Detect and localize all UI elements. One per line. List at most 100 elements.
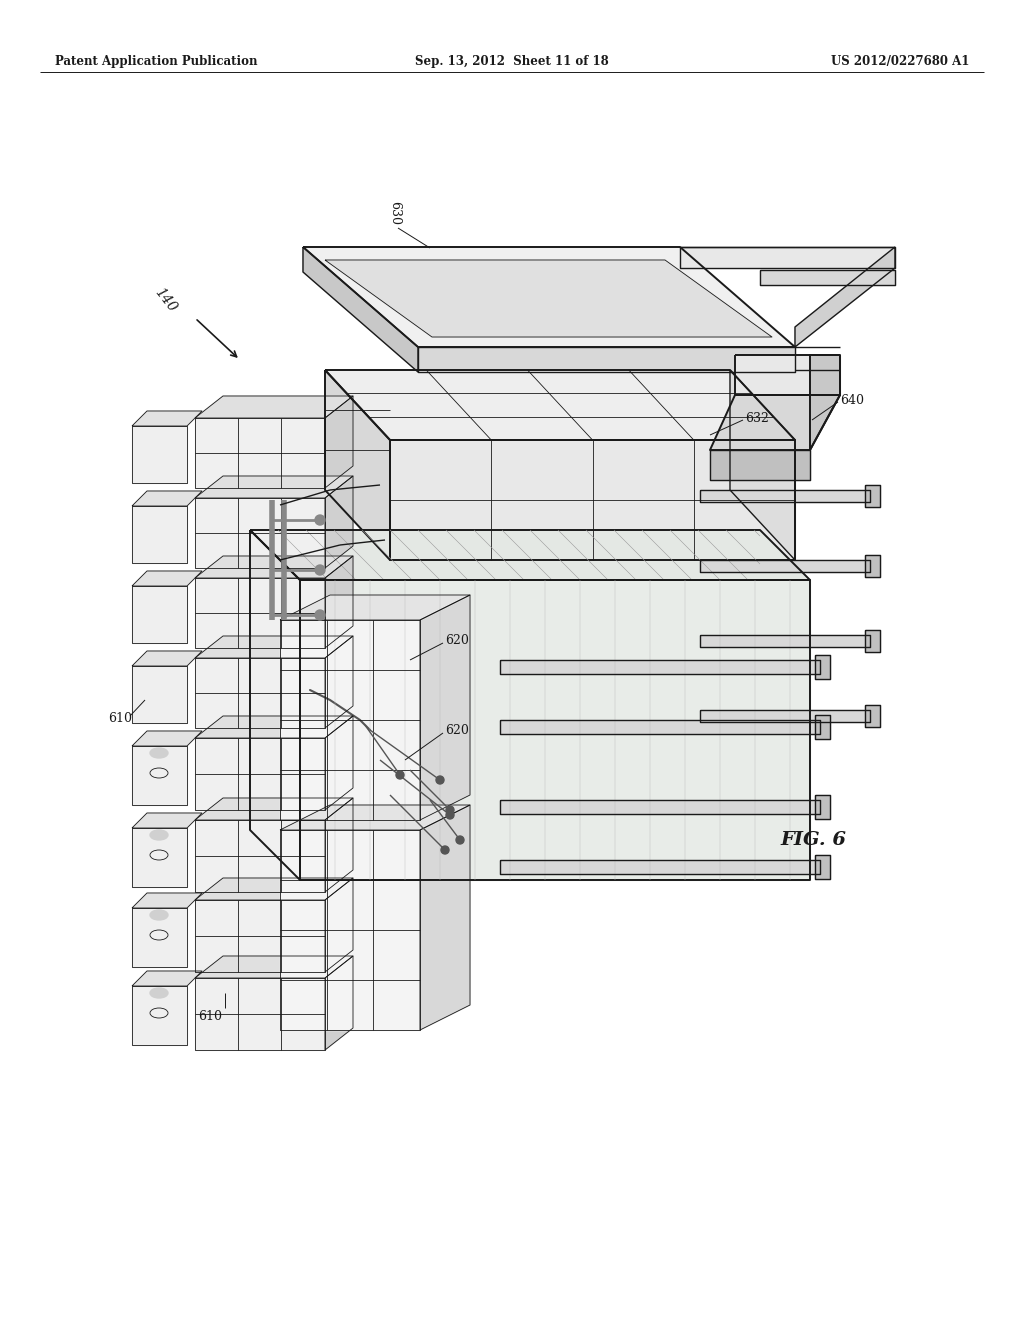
Polygon shape [132, 828, 187, 887]
Polygon shape [700, 710, 870, 722]
Polygon shape [815, 855, 830, 879]
Text: FIG. 6: FIG. 6 [780, 832, 846, 849]
Text: 140: 140 [152, 285, 179, 314]
Polygon shape [195, 556, 353, 578]
Polygon shape [132, 506, 187, 564]
Polygon shape [325, 878, 353, 972]
Polygon shape [390, 440, 795, 560]
Polygon shape [325, 636, 353, 729]
Polygon shape [700, 635, 870, 647]
Polygon shape [815, 715, 830, 739]
Circle shape [315, 610, 325, 620]
Polygon shape [325, 260, 772, 337]
Polygon shape [132, 426, 187, 483]
Polygon shape [195, 715, 353, 738]
Ellipse shape [150, 987, 168, 998]
Polygon shape [303, 247, 795, 347]
Polygon shape [132, 908, 187, 968]
Polygon shape [132, 572, 202, 586]
Polygon shape [700, 560, 870, 572]
Polygon shape [132, 667, 187, 723]
Polygon shape [325, 370, 390, 560]
Polygon shape [195, 978, 325, 1049]
Polygon shape [325, 477, 353, 568]
Polygon shape [250, 531, 300, 880]
Polygon shape [500, 800, 820, 814]
Polygon shape [325, 396, 353, 488]
Polygon shape [325, 715, 353, 810]
Polygon shape [132, 731, 202, 746]
Polygon shape [760, 271, 895, 285]
Circle shape [396, 771, 404, 779]
Polygon shape [195, 820, 325, 892]
Polygon shape [325, 956, 353, 1049]
Polygon shape [195, 477, 353, 498]
Polygon shape [420, 595, 470, 820]
Circle shape [315, 565, 325, 576]
Polygon shape [420, 805, 470, 1030]
Polygon shape [195, 418, 325, 488]
Polygon shape [132, 894, 202, 908]
Ellipse shape [150, 909, 168, 920]
Polygon shape [195, 956, 353, 978]
Polygon shape [500, 660, 820, 675]
Polygon shape [810, 355, 840, 450]
Ellipse shape [150, 830, 168, 840]
Polygon shape [418, 347, 795, 372]
Polygon shape [815, 655, 830, 678]
Ellipse shape [150, 748, 168, 758]
Text: 610: 610 [198, 1010, 222, 1023]
Circle shape [456, 836, 464, 843]
Polygon shape [710, 395, 840, 450]
Text: 640: 640 [840, 393, 864, 407]
Text: 632: 632 [745, 412, 769, 425]
Polygon shape [325, 799, 353, 892]
Polygon shape [865, 705, 880, 727]
Polygon shape [132, 813, 202, 828]
Polygon shape [500, 719, 820, 734]
Polygon shape [280, 620, 420, 820]
Polygon shape [865, 484, 880, 507]
Polygon shape [132, 491, 202, 506]
Polygon shape [865, 630, 880, 652]
Polygon shape [132, 411, 202, 426]
Polygon shape [195, 396, 353, 418]
Polygon shape [280, 595, 470, 620]
Polygon shape [735, 355, 840, 395]
Polygon shape [710, 450, 810, 480]
Polygon shape [280, 830, 420, 1030]
Text: 620: 620 [445, 634, 469, 647]
Text: US 2012/0227680 A1: US 2012/0227680 A1 [830, 55, 969, 69]
Polygon shape [132, 586, 187, 643]
Polygon shape [195, 738, 325, 810]
Text: 630: 630 [388, 201, 401, 224]
Polygon shape [865, 554, 880, 577]
Polygon shape [700, 490, 870, 502]
Polygon shape [195, 636, 353, 657]
Circle shape [446, 807, 454, 814]
Polygon shape [250, 531, 810, 579]
Polygon shape [132, 986, 187, 1045]
Polygon shape [195, 578, 325, 648]
Polygon shape [680, 247, 895, 268]
Polygon shape [303, 247, 418, 372]
Polygon shape [195, 657, 325, 729]
Text: Patent Application Publication: Patent Application Publication [55, 55, 257, 69]
Polygon shape [132, 746, 187, 805]
Polygon shape [132, 651, 202, 667]
Polygon shape [300, 579, 810, 880]
Circle shape [441, 846, 449, 854]
Circle shape [436, 776, 444, 784]
Polygon shape [815, 795, 830, 818]
Text: 620: 620 [445, 723, 469, 737]
Polygon shape [195, 799, 353, 820]
Polygon shape [325, 556, 353, 648]
Polygon shape [795, 247, 895, 347]
Polygon shape [132, 972, 202, 986]
Polygon shape [730, 370, 795, 560]
Circle shape [315, 515, 325, 525]
Circle shape [446, 810, 454, 818]
Polygon shape [325, 370, 795, 440]
Polygon shape [195, 900, 325, 972]
Text: Sep. 13, 2012  Sheet 11 of 18: Sep. 13, 2012 Sheet 11 of 18 [415, 55, 609, 69]
